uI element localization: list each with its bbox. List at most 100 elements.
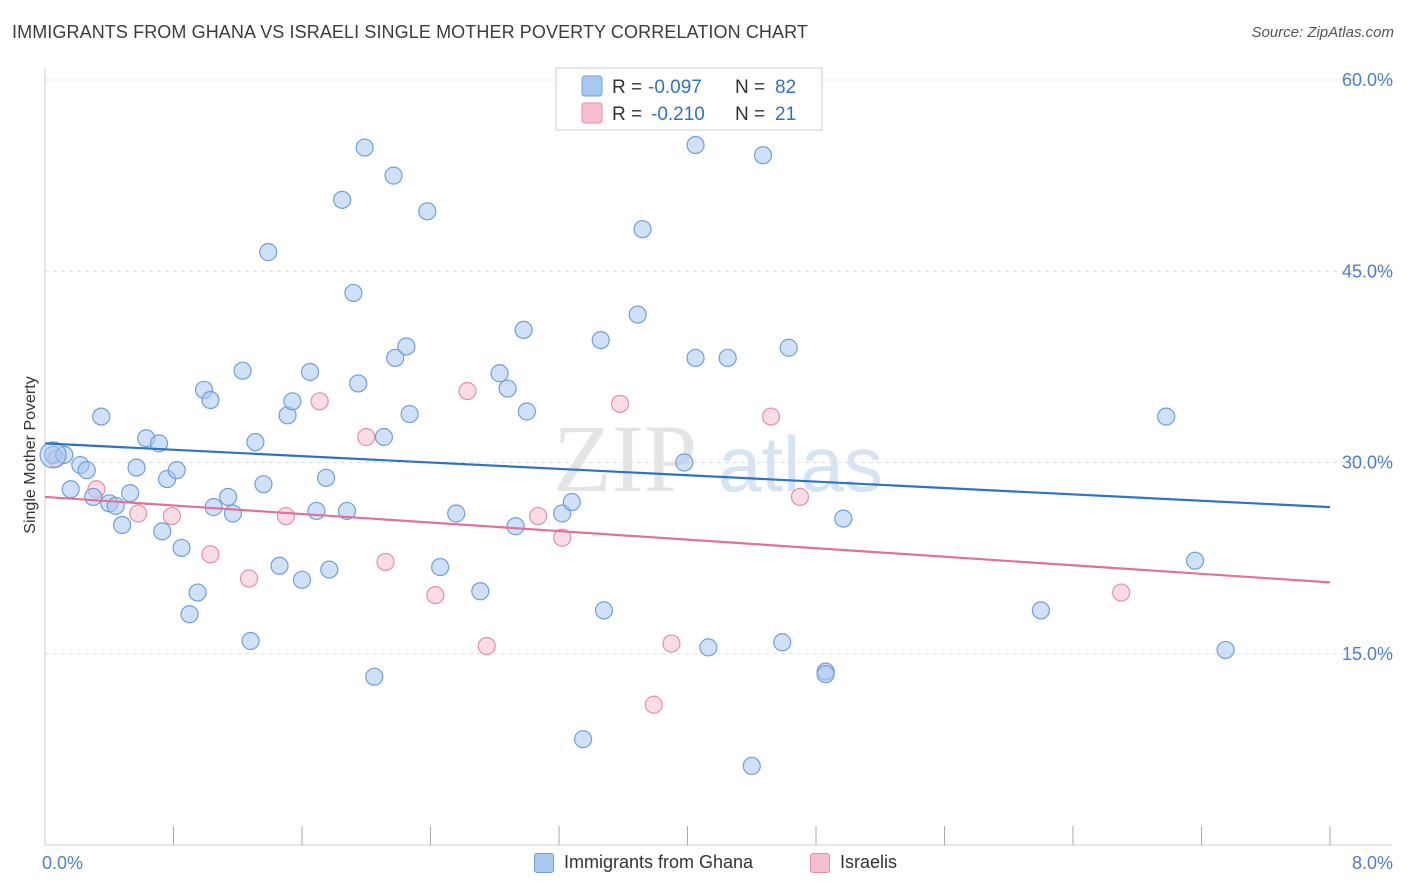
israeli-point-19 [790,487,810,507]
ghana-point-57 [517,402,536,421]
gridlines [45,79,1392,655]
ghana-point-8 [106,496,125,515]
legend-bottom-label-ghana: Immigrants from Ghana [564,852,754,872]
ghana-point-16 [167,461,186,480]
ghana-point-29 [259,243,278,262]
legend-item-israelis: Israelis [810,852,897,873]
israeli-point-3 [162,506,181,526]
ghana-point-69 [718,348,737,368]
y-tick-label-2: 45.0% [1342,261,1393,281]
ghana-point-23 [219,487,238,507]
ghana-point-37 [320,560,339,579]
ghana-point-35 [307,501,326,521]
source-label: Source: ZipAtlas.com [1251,24,1394,41]
ghana-point-33 [292,570,312,589]
israeli-point-11 [458,382,477,401]
ghana-point-76 [834,509,853,528]
ghana-point-80 [1216,640,1235,660]
x-tick-label-1: 8.0% [1352,853,1393,873]
legend-bottom: Immigrants from Ghana Israelis [0,850,1406,880]
ghana-point-67 [686,135,705,155]
ghana-point-25 [233,361,252,380]
ghana-point-30 [270,556,289,575]
ghana-point-26 [241,631,260,651]
legend-r-label-ghana: R = [612,77,647,98]
ghana-point-61 [591,331,610,350]
israeli-point-18 [761,407,781,426]
ghana-point-71 [742,756,761,776]
ghana-cluster-point [39,441,67,469]
ghana-point-18 [180,605,199,624]
ghana-point-13 [149,434,169,453]
israeli-point-20 [1112,583,1131,602]
israeli-point-2 [129,504,148,523]
legend-n-value-israeli: 21 [775,104,796,125]
ghana-point-5 [84,487,103,507]
series-ghana-points [39,135,1235,776]
israeli-point-10 [426,585,445,605]
israeli-point-15 [610,394,630,413]
ghana-point-38 [333,190,352,209]
ghana-point-42 [355,138,374,157]
ghana-point-47 [397,337,416,356]
legend-r-value-israeli: -0.210 [651,104,705,125]
ghana-point-49 [418,202,437,221]
israeli-point-5 [239,569,259,588]
watermark-zip: ZIP [553,405,697,512]
israeli-point-16 [644,695,663,714]
ghana-point-75 [816,665,835,684]
legend-stats: R = -0.097 N = 82 R = -0.210 N = 21 [555,67,823,131]
ghana-point-41 [349,374,368,393]
ghana-point-34 [300,362,320,382]
legend-n-label-israeli: N = [735,104,770,125]
ghana-point-24 [223,504,243,523]
legend-bottom-label-israelis: Israelis [840,852,898,872]
legend-bottom-swatch-israelis [810,852,830,873]
y-axis-label: Single Mother Poverty [22,376,39,533]
ghana-point-52 [471,582,490,601]
ghana-point-72 [773,633,792,652]
ghana-point-4 [77,461,96,480]
ghana-point-45 [384,166,403,185]
trendline-israelis [44,495,1331,584]
ghana-point-50 [431,557,450,577]
y-tick-label-0: 15.0% [1342,644,1393,664]
y-tick-label-3: 60.0% [1342,70,1393,90]
x-tick-label-0: 0.0% [42,853,83,873]
ghana-point-51 [447,504,466,523]
trendline-ghana [44,442,1331,509]
ghana-point-59 [562,492,581,512]
ghana-point-6 [92,407,111,426]
ghana-point-64 [628,305,647,324]
ghana-point-48 [400,404,419,424]
ghana-point-14 [153,522,172,541]
ghana-point-60 [573,730,593,749]
ghana-point-17 [172,538,191,558]
ghana-point-21 [201,390,220,410]
ghana-point-11 [127,458,146,477]
ghana-point-44 [374,427,394,447]
ghana-point-53 [490,364,509,383]
ghana-point-36 [316,468,336,487]
tick-labels: 15.0% 30.0% 45.0% 60.0% 0.0% 8.0% [42,70,1393,873]
ghana-point-39 [337,501,357,521]
svg-text:R = -0.210 N =: R = -0.210 N = 21 [612,104,796,125]
ghana-point-40 [344,283,363,303]
ghana-point-62 [594,601,614,620]
series-israelis-points [47,382,1131,714]
ghana-point-79 [1185,551,1205,570]
ghana-point-2 [61,480,80,499]
legend-item-ghana: Immigrants from Ghana [534,852,753,873]
ghana-point-56 [514,320,533,339]
israeli-point-7 [310,392,329,411]
israeli-point-8 [357,427,376,447]
ghana-point-54 [498,379,517,398]
legend-bottom-swatch-ghana [534,852,554,873]
ghana-point-78 [1157,407,1176,426]
ghana-point-55 [506,517,525,536]
ghana-point-10 [121,484,140,503]
ghana-point-66 [686,348,705,368]
y-tick-label-1: 30.0% [1342,453,1393,473]
ghana-point-19 [188,583,207,602]
